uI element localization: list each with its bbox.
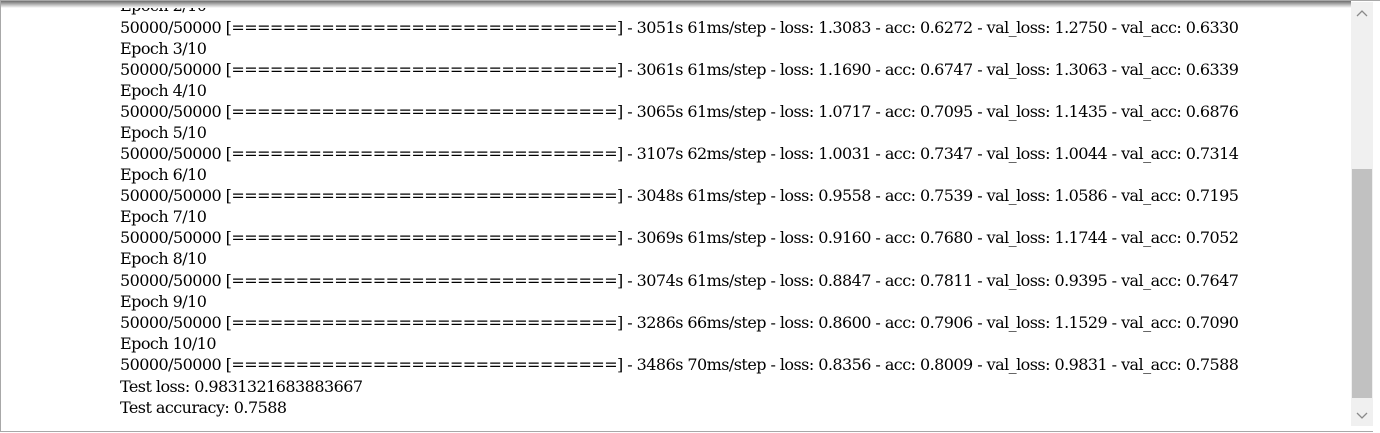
console-line: 50000/50000 [===========================… (120, 144, 1239, 163)
top-edge-shadow (1, 1, 1351, 8)
console-line: 50000/50000 [===========================… (120, 228, 1239, 247)
console-line: 50000/50000 [===========================… (120, 18, 1239, 37)
vertical-scrollbar[interactable] (1351, 2, 1373, 426)
console-line: 50000/50000 [===========================… (120, 271, 1239, 290)
console-line: Test accuracy: 0.7588 (120, 398, 287, 417)
chevron-up-icon (1356, 9, 1368, 16)
console-line: 50000/50000 [===========================… (120, 186, 1239, 205)
console-output: Epoch 2/10 50000/50000 [================… (120, 1, 1345, 429)
scroll-up-button[interactable] (1351, 4, 1373, 21)
console-line: Epoch 6/10 (120, 165, 207, 184)
window-right-edge (1373, 1, 1380, 433)
console-line: 50000/50000 [===========================… (120, 355, 1239, 374)
console-line: Epoch 10/10 (120, 334, 217, 353)
chevron-down-icon (1356, 412, 1368, 419)
scroll-thumb[interactable] (1352, 169, 1372, 398)
console-line: Epoch 9/10 (120, 292, 207, 311)
console-line: Epoch 8/10 (120, 249, 207, 268)
console-line: 50000/50000 [===========================… (120, 313, 1239, 332)
console-line: Test loss: 0.9831321683883667 (120, 377, 363, 396)
console-line: 50000/50000 [===========================… (120, 102, 1239, 121)
scroll-down-button[interactable] (1351, 407, 1373, 424)
console-line: Epoch 5/10 (120, 123, 207, 142)
console-line: Epoch 3/10 (120, 39, 207, 58)
console-line: 50000/50000 [===========================… (120, 60, 1239, 79)
console-line: Epoch 4/10 (120, 81, 207, 100)
console-line: Epoch 7/10 (120, 207, 207, 226)
